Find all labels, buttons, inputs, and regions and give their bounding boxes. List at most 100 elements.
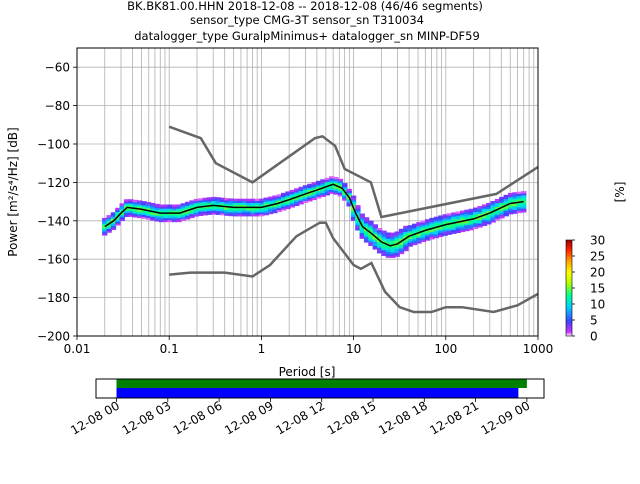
pdf-cell bbox=[429, 225, 435, 228]
timeline-tick-label: 12-08 06 bbox=[171, 398, 225, 437]
pdf-cell bbox=[346, 194, 352, 197]
y-axis-label: Power [m²/s⁴/Hz] [dB] bbox=[6, 127, 20, 256]
pdf-cell bbox=[311, 186, 317, 189]
pdf-cell bbox=[259, 200, 265, 203]
pdf-cell bbox=[241, 212, 248, 215]
timeline-tick-label: 12-08 00 bbox=[68, 398, 122, 437]
pdf-cell bbox=[385, 253, 392, 256]
pdf-cell bbox=[294, 190, 300, 193]
pdf-cell bbox=[359, 230, 365, 234]
pdf-cell bbox=[464, 215, 470, 218]
timeline-tick-label: 12-08 15 bbox=[325, 398, 379, 437]
pdf-cell bbox=[359, 234, 365, 237]
pdf-cell bbox=[394, 235, 400, 238]
pdf-cell bbox=[150, 218, 156, 221]
pdf-cell bbox=[228, 211, 234, 215]
pdf-cell bbox=[241, 198, 248, 202]
pdf-cell bbox=[442, 216, 448, 219]
pdf-cell bbox=[438, 223, 444, 226]
pdf-cell bbox=[302, 187, 309, 190]
pdf-cell bbox=[464, 225, 470, 228]
pdf-cell bbox=[298, 200, 304, 203]
pdf-cell bbox=[355, 222, 361, 225]
pdf-cell bbox=[106, 215, 112, 218]
pdf-cell bbox=[333, 188, 339, 191]
pdf-cell bbox=[481, 210, 488, 213]
pdf-cell bbox=[377, 241, 383, 244]
pdf-cell bbox=[150, 216, 156, 219]
pdf-cell bbox=[246, 210, 252, 213]
pdf-cell bbox=[512, 209, 518, 212]
pdf-cell bbox=[438, 234, 444, 238]
pdf-cell bbox=[294, 203, 300, 207]
pdf-cell bbox=[211, 202, 217, 205]
pdf-cell bbox=[106, 226, 112, 229]
pdf-cell bbox=[206, 201, 213, 204]
pdf-cell bbox=[115, 217, 121, 220]
pdf-cell bbox=[377, 247, 383, 250]
pdf-cell bbox=[507, 196, 514, 200]
pdf-cell bbox=[355, 214, 361, 218]
pdf-cell bbox=[228, 210, 234, 213]
pdf-cell bbox=[158, 217, 165, 221]
pdf-cell bbox=[490, 200, 496, 204]
pdf-cell bbox=[368, 220, 374, 223]
pdf-cell bbox=[359, 219, 365, 222]
pdf-cell bbox=[219, 211, 226, 214]
pdf-cell bbox=[324, 181, 331, 184]
pdf-cell bbox=[420, 226, 427, 229]
pdf-cell bbox=[237, 208, 243, 211]
pdf-cell bbox=[219, 201, 226, 204]
pdf-cell bbox=[398, 238, 405, 241]
pdf-cell bbox=[167, 206, 173, 209]
pdf-cell bbox=[132, 203, 138, 206]
pdf-cell bbox=[499, 212, 505, 215]
pdf-cell bbox=[507, 194, 514, 198]
pdf-cell bbox=[110, 225, 117, 229]
pdf-cell bbox=[490, 216, 496, 219]
pdf-cell bbox=[512, 211, 518, 214]
pdf-cell bbox=[407, 227, 413, 230]
pdf-cell bbox=[403, 227, 409, 231]
pdf-cell bbox=[329, 181, 335, 185]
pdf-cell bbox=[128, 214, 134, 217]
pdf-cell bbox=[106, 217, 112, 220]
pdf-cell bbox=[202, 211, 208, 214]
pdf-cell bbox=[276, 203, 283, 207]
pdf-cell bbox=[180, 203, 186, 206]
pdf-cell bbox=[411, 239, 418, 242]
pdf-cell bbox=[473, 224, 479, 228]
pdf-cell bbox=[145, 205, 152, 209]
pdf-cell bbox=[250, 208, 256, 211]
pdf-cell bbox=[307, 183, 313, 187]
pdf-cell bbox=[363, 240, 370, 243]
pdf-cell bbox=[298, 192, 304, 195]
pdf-cell bbox=[385, 249, 392, 253]
pdf-cell bbox=[298, 196, 304, 199]
pdf-cell bbox=[110, 216, 117, 219]
pdf-cell bbox=[398, 228, 405, 232]
pdf-cell bbox=[411, 229, 418, 232]
pdf-cell bbox=[171, 214, 178, 217]
pdf-cell bbox=[464, 223, 470, 226]
pdf-cell bbox=[311, 188, 317, 191]
pdf-cell bbox=[154, 215, 160, 218]
pdf-cell bbox=[359, 232, 365, 236]
pdf-cell bbox=[512, 203, 518, 207]
pdf-cell bbox=[276, 205, 283, 209]
pdf-cell bbox=[521, 194, 527, 198]
pdf-cell bbox=[259, 212, 265, 215]
pdf-cell bbox=[298, 186, 304, 190]
pdf-cell bbox=[390, 251, 396, 255]
pdf-cell bbox=[141, 212, 147, 216]
pdf-cell bbox=[163, 214, 169, 217]
pdf-cell bbox=[451, 231, 457, 234]
pdf-cell bbox=[398, 242, 405, 245]
pdf-cell bbox=[425, 219, 431, 222]
pdf-cell bbox=[429, 229, 435, 232]
pdf-cell bbox=[184, 215, 191, 218]
pdf-cell bbox=[381, 234, 387, 237]
pdf-cell bbox=[473, 219, 479, 222]
pdf-cell bbox=[132, 201, 138, 205]
